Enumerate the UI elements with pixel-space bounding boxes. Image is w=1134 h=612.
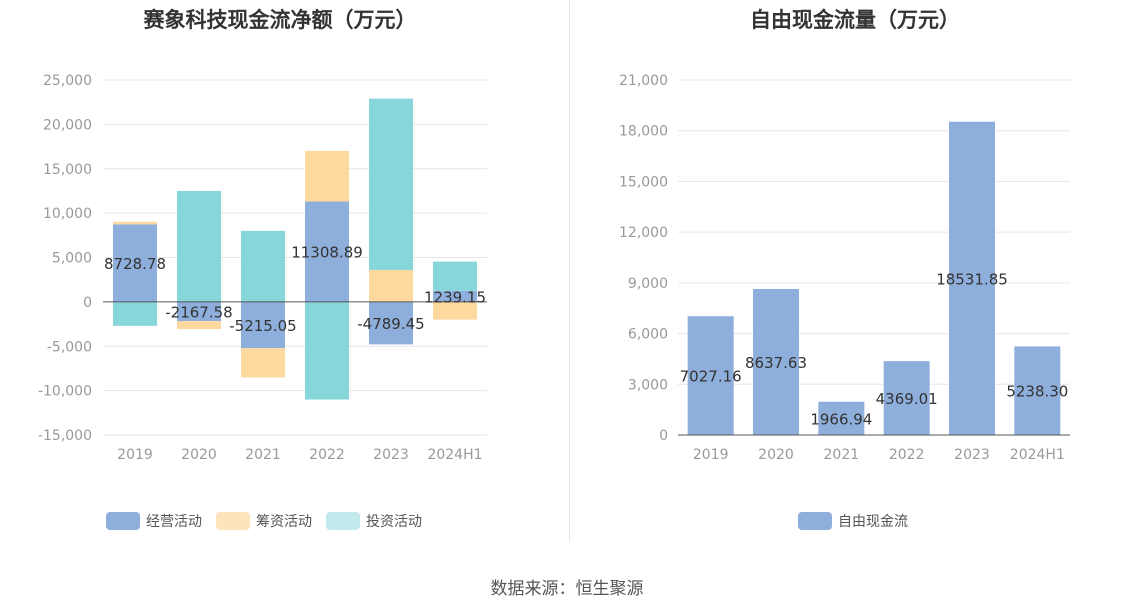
x-tick-label-1-2021: 2021 (824, 447, 860, 463)
data-source-note: 数据来源：恒生聚源 (490, 579, 644, 599)
bar-筹资活动-2019 (113, 221, 157, 225)
y-tick-label-0-1: 20,000 (43, 117, 92, 133)
legend-item-free-cash-flow[interactable]: 自由现金流 (798, 511, 908, 531)
y-tick-label-1-0: 21,000 (619, 73, 668, 89)
right-chart-title: 自由现金流量（万元） (750, 8, 960, 32)
legend-item-operating[interactable]: 经营活动 (106, 511, 202, 531)
y-tick-label-1-5: 6,000 (628, 327, 668, 343)
y-tick-label-0-6: -5,000 (47, 339, 92, 355)
data-label-1-2023: 18531.85 (936, 270, 1008, 288)
bar-筹资活动-2024H1 (433, 301, 477, 320)
legend-swatch-free-cash-flow (798, 512, 832, 530)
panel-divider (569, 0, 570, 542)
bar-free-cash-flow-2019 (687, 316, 734, 435)
y-tick-label-0-7: -10,000 (38, 384, 92, 400)
legend-swatch-financing (216, 512, 250, 530)
bar-free-cash-flow-2022 (883, 361, 930, 435)
x-tick-label-1-2022: 2022 (889, 447, 925, 463)
bar-投资活动-2022 (305, 301, 349, 400)
bar-free-cash-flow-2020 (753, 288, 799, 435)
y-tick-label-0-2: 15,000 (43, 162, 92, 178)
data-label-0-2021: -5215.05 (229, 317, 296, 335)
bar-投资活动-2021 (241, 230, 285, 302)
x-tick-label-0-2023: 2023 (373, 447, 409, 463)
legend-item-investing[interactable]: 投资活动 (326, 511, 422, 531)
bar-free-cash-flow-2024H1 (1014, 346, 1061, 435)
y-tick-label-0-4: 5,000 (52, 251, 92, 267)
x-tick-label-1-2023: 2023 (954, 447, 990, 463)
bar-经营活动-2022 (305, 201, 349, 302)
data-label-1-2024H1: 5238.30 (1006, 383, 1068, 401)
legend-label-financing: 筹资活动 (256, 514, 312, 530)
y-tick-label-0-8: -15,000 (38, 428, 92, 444)
bar-经营活动-2021 (241, 301, 285, 349)
bar-投资活动-2024H1 (433, 261, 477, 291)
y-tick-label-1-6: 3,000 (628, 377, 668, 393)
bar-经营活动-2020 (177, 301, 221, 322)
x-tick-label-1-2020: 2020 (758, 447, 794, 463)
data-label-0-2019: 8728.78 (104, 255, 166, 273)
legend-swatch-investing (326, 512, 360, 530)
y-tick-label-0-0: 25,000 (43, 73, 92, 89)
y-tick-label-1-1: 18,000 (619, 124, 668, 140)
bar-free-cash-flow-2023 (949, 121, 995, 436)
y-tick-label-1-3: 12,000 (619, 225, 668, 241)
bar-经营活动-2019 (113, 224, 157, 302)
data-label-1-2022: 4369.01 (876, 390, 938, 408)
bar-经营活动-2024H1 (433, 290, 477, 302)
x-tick-label-0-2020: 2020 (181, 447, 217, 463)
legend-swatch-operating (106, 512, 140, 530)
bar-筹资活动-2021 (241, 348, 285, 378)
bar-筹资活动-2020 (177, 321, 221, 330)
bar-投资活动-2019 (113, 301, 157, 326)
bar-筹资活动-2023 (369, 269, 413, 302)
legend-label-operating: 经营活动 (146, 514, 202, 530)
bar-投资活动-2020 (177, 190, 221, 302)
data-label-1-2021: 1966.94 (810, 410, 872, 428)
data-label-0-2023: -4789.45 (357, 315, 424, 333)
x-tick-label-0-2019: 2019 (117, 447, 153, 463)
x-tick-label-1-2024H1: 2024H1 (1010, 447, 1065, 463)
legend-label-free-cash-flow: 自由现金流 (838, 514, 908, 530)
data-label-0-2020: -2167.58 (165, 303, 232, 321)
y-tick-label-0-3: 10,000 (43, 206, 92, 222)
x-tick-label-0-2022: 2022 (309, 447, 345, 463)
data-label-1-2019: 7027.16 (680, 368, 742, 386)
y-tick-label-1-4: 9,000 (628, 276, 668, 292)
left-chart-title: 赛象科技现金流净额（万元） (143, 8, 417, 32)
data-label-0-2024H1: 1239.15 (424, 288, 486, 306)
legend-label-investing: 投资活动 (366, 514, 422, 530)
data-label-1-2020: 8637.63 (745, 354, 807, 372)
x-tick-label-1-2019: 2019 (693, 447, 729, 463)
x-tick-label-0-2024H1: 2024H1 (427, 447, 482, 463)
legend-item-financing[interactable]: 筹资活动 (216, 511, 312, 531)
bar-free-cash-flow-2021 (818, 401, 865, 435)
y-tick-label-1-2: 15,000 (619, 174, 668, 190)
y-tick-label-1-7: 0 (659, 428, 668, 444)
data-label-0-2022: 11308.89 (291, 244, 363, 262)
bar-投资活动-2023 (369, 98, 413, 270)
x-tick-label-0-2021: 2021 (245, 447, 281, 463)
bar-经营活动-2023 (369, 301, 413, 345)
y-tick-label-0-5: 0 (83, 295, 92, 311)
left-legend: 经营活动 筹资活动 投资活动 (106, 511, 436, 531)
bar-筹资活动-2022 (305, 150, 349, 202)
right-legend: 自由现金流 (798, 511, 922, 531)
